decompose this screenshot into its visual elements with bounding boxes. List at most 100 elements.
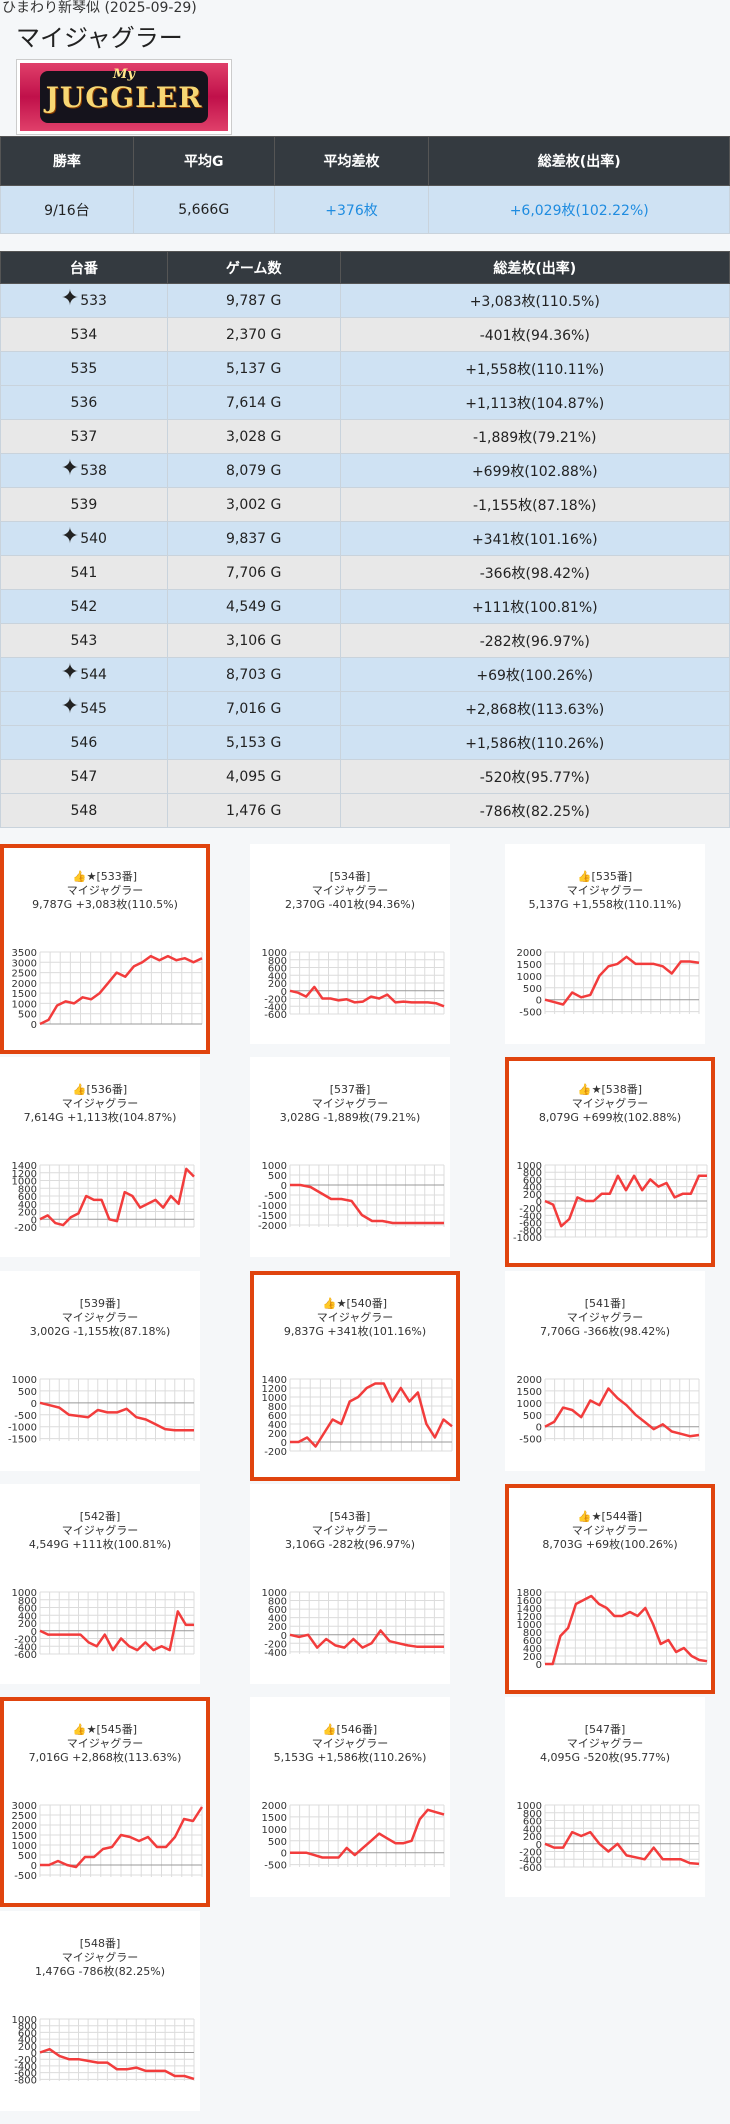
chart-caption: 7,614G +1,113枚(104.87%) bbox=[23, 1111, 177, 1124]
chart-title: [543番] bbox=[329, 1510, 371, 1523]
y-tick-label: 1000 bbox=[12, 1841, 37, 1852]
summary-header-win-rate: 勝率 bbox=[0, 136, 134, 186]
table-row: 543 3,106 G -282枚(96.97%) bbox=[0, 623, 730, 658]
y-tick-label: -400 bbox=[519, 1211, 542, 1222]
y-tick-label: 1000 bbox=[517, 1620, 542, 1631]
machine-chart-card[interactable]: 👍★[540番] マイジャグラー 9,837G +341枚(101.16%) 1400… bbox=[250, 1271, 460, 1481]
y-tick-label: 0 bbox=[536, 1660, 542, 1671]
y-tick-label: 500 bbox=[523, 1411, 542, 1422]
chart-machine-name: マイジャグラー bbox=[566, 1311, 644, 1324]
y-tick-label: 0 bbox=[536, 1840, 542, 1851]
machine-number: 543 bbox=[70, 632, 98, 649]
total-diff-cell: +1,586枚(110.26%) bbox=[339, 725, 730, 760]
chart-title: 👍[536番] bbox=[72, 1083, 128, 1096]
y-tick-label: -400 bbox=[519, 1855, 542, 1866]
y-tick-label: 200 bbox=[18, 1619, 37, 1630]
machine-number-cell: ✦538 bbox=[0, 453, 168, 488]
summary-table: 勝率 平均G 平均差枚 総差枚(出率) 9/16台 5,666G +376枚 +… bbox=[0, 136, 730, 234]
y-tick-label: 600 bbox=[18, 1192, 37, 1203]
y-tick-label: 600 bbox=[18, 1604, 37, 1615]
y-tick-label: 1600 bbox=[517, 1596, 542, 1607]
machine-chart-card[interactable]: 👍★[545番] マイジャグラー 7,016G +2,868枚(113.63%) 30… bbox=[0, 1697, 210, 1907]
y-tick-label: 500 bbox=[523, 984, 542, 995]
y-tick-label: -200 bbox=[519, 1204, 542, 1215]
total-diff-cell: -786枚(82.25%) bbox=[339, 793, 730, 828]
y-tick-label: 200 bbox=[18, 2042, 37, 2053]
y-tick-label: -600 bbox=[519, 1863, 542, 1874]
y-tick-label: 0 bbox=[536, 1423, 542, 1434]
series-line bbox=[290, 1183, 444, 1225]
y-tick-label: 800 bbox=[268, 1402, 287, 1413]
chart-caption: 8,703G +69枚(100.26%) bbox=[542, 1538, 678, 1551]
machine-chart-card[interactable]: [542番] マイジャグラー 4,549G +111枚(100.81%) 1000 80… bbox=[0, 1484, 200, 1684]
games-cell: 3,002 G bbox=[166, 487, 341, 522]
y-tick-label: 1000 bbox=[517, 972, 542, 983]
y-tick-label: 1400 bbox=[12, 1161, 37, 1172]
machine-chart-card[interactable]: [541番] マイジャグラー 7,706G -366枚(98.42%) 2000 150… bbox=[505, 1271, 705, 1471]
machine-chart-card[interactable]: [543番] マイジャグラー 3,106G -282枚(96.97%) 1000 800… bbox=[250, 1484, 450, 1684]
machine-number: 533 bbox=[80, 292, 107, 309]
machine-number-cell: 541 bbox=[0, 555, 168, 590]
sparkle-icon: ✦ bbox=[60, 523, 80, 549]
machine-chart-card[interactable]: [534番] マイジャグラー 2,370G -401枚(94.36%) 1000 800… bbox=[250, 844, 450, 1044]
series-line bbox=[290, 1382, 453, 1448]
chart-machine-name: マイジャグラー bbox=[311, 1097, 389, 1110]
y-tick-label: 1000 bbox=[517, 1161, 542, 1172]
series-line bbox=[544, 1174, 707, 1228]
series-line bbox=[545, 1594, 708, 1666]
chart-machine-name: マイジャグラー bbox=[61, 1311, 139, 1324]
y-tick-label: -200 bbox=[14, 1635, 37, 1646]
y-tick-label: 200 bbox=[523, 1652, 542, 1663]
y-tick-label: 1500 bbox=[517, 960, 542, 971]
series-line bbox=[39, 1401, 194, 1432]
y-tick-label: 1500 bbox=[12, 989, 37, 1000]
machine-chart-card[interactable]: [537番] マイジャグラー 3,028G -1,889枚(79.21%) 1000 5… bbox=[250, 1057, 450, 1257]
games-cell: 3,106 G bbox=[166, 623, 341, 658]
y-tick-label: 1000 bbox=[12, 1177, 37, 1188]
detail-header-games: ゲーム数 bbox=[166, 251, 341, 284]
summary-header-total-diff: 総差枚(出率) bbox=[428, 136, 730, 186]
machine-chart-card[interactable]: 👍★[538番] マイジャグラー 8,079G +699枚(102.88%) 1000… bbox=[505, 1057, 715, 1267]
y-tick-label: 1500 bbox=[262, 1813, 287, 1824]
y-tick-label: -600 bbox=[14, 2069, 37, 2080]
machine-number: 536 bbox=[70, 394, 98, 411]
machine-chart-card[interactable]: 👍★[533番] マイジャグラー 9,787G +3,083枚(110.5%) 350… bbox=[0, 844, 210, 1054]
machine-chart-card[interactable]: 👍★[544番] マイジャグラー 8,703G +69枚(100.26%) 1800 1… bbox=[505, 1484, 715, 1694]
summary-win-rate: 9/16台 bbox=[0, 185, 134, 234]
machine-chart-card[interactable]: [548番] マイジャグラー 1,476G -786枚(82.25%) 1000 800… bbox=[0, 1911, 200, 2111]
machine-chart-card[interactable]: 👍[536番] マイジャグラー 7,614G +1,113枚(104.87%) 140… bbox=[0, 1057, 200, 1257]
chart-machine-name: マイジャグラー bbox=[566, 1737, 644, 1750]
chart-caption: 3,106G -282枚(96.97%) bbox=[284, 1538, 415, 1551]
y-tick-label: 0 bbox=[281, 987, 287, 998]
y-tick-label: 500 bbox=[18, 1010, 37, 1021]
machine-chart-card[interactable]: 👍[535番] マイジャグラー 5,137G +1,558枚(110.11%) 200… bbox=[505, 844, 705, 1044]
chart-title: [542番] bbox=[79, 1510, 121, 1523]
series-line bbox=[39, 1610, 194, 1652]
machine-chart-card[interactable]: [547番] マイジャグラー 4,095G -520枚(95.77%) 1000 800… bbox=[505, 1697, 705, 1897]
y-tick-label: 1400 bbox=[517, 1604, 542, 1615]
machine-number: 535 bbox=[70, 360, 98, 377]
table-row: 539 3,002 G -1,155枚(87.18%) bbox=[0, 487, 730, 522]
chart-title: [534番] bbox=[329, 870, 371, 883]
total-diff-cell: +69枚(100.26%) bbox=[339, 657, 730, 692]
machine-chart-card[interactable]: [539番] マイジャグラー 3,002G -1,155枚(87.18%) 1000 5… bbox=[0, 1271, 200, 1471]
games-cell: 2,370 G bbox=[166, 317, 341, 352]
detail-header-machine-no: 台番 bbox=[0, 251, 168, 284]
table-row: ✦544 8,703 G +69枚(100.26%) bbox=[0, 657, 730, 692]
y-tick-label: -1500 bbox=[8, 1435, 37, 1446]
games-cell: 3,028 G bbox=[166, 419, 341, 454]
table-row: 537 3,028 G -1,889枚(79.21%) bbox=[0, 419, 730, 454]
summary-total-diff: +6,029枚(102.22%) bbox=[428, 185, 730, 234]
games-cell: 1,476 G bbox=[166, 793, 341, 828]
total-diff-cell: -1,889枚(79.21%) bbox=[339, 419, 730, 454]
machine-chart-card[interactable]: 👍[546番] マイジャグラー 5,153G +1,586枚(110.26%) 200… bbox=[250, 1697, 450, 1897]
table-row: ✦545 7,016 G +2,868枚(113.63%) bbox=[0, 691, 730, 726]
y-tick-label: 1200 bbox=[517, 1612, 542, 1623]
chart-machine-name: マイジャグラー bbox=[571, 1524, 649, 1537]
